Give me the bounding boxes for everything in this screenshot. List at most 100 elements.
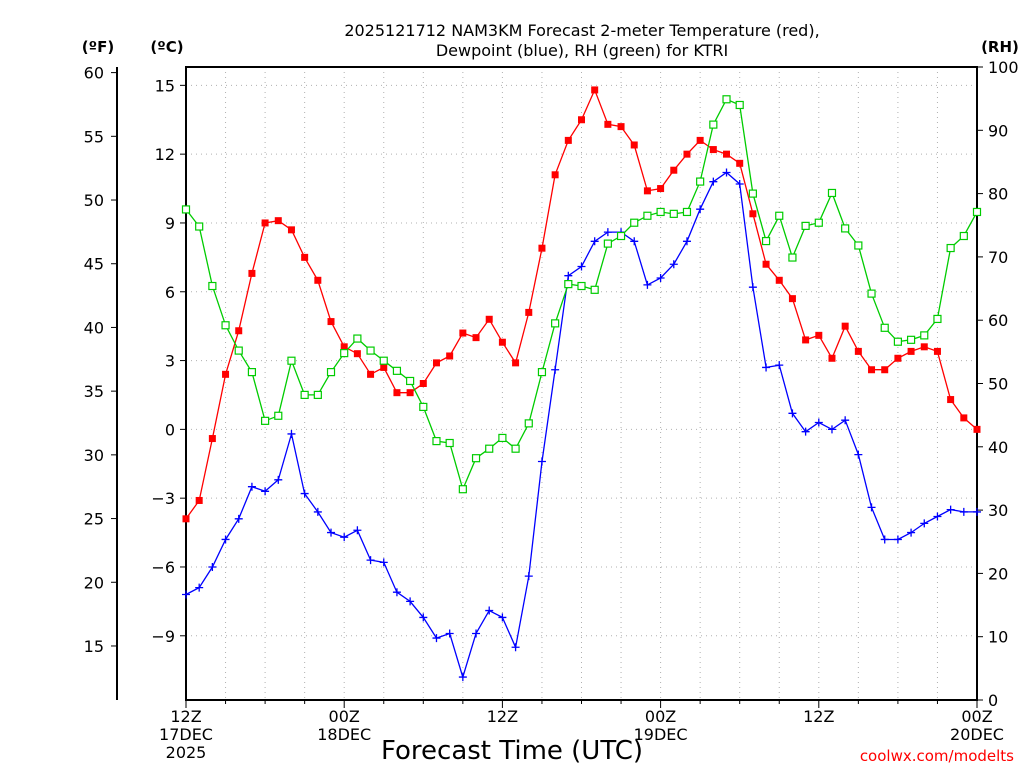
rh-series bbox=[181, 95, 982, 494]
fahrenheit-tick-label: 55 bbox=[84, 127, 104, 146]
dewpoint-point bbox=[696, 205, 705, 214]
2-meter-temperature-point bbox=[881, 366, 889, 374]
2-meter-temperature-point bbox=[907, 347, 915, 355]
dewpoint-point bbox=[630, 237, 639, 246]
2-meter-temperature-point bbox=[208, 435, 216, 443]
2-meter-temperature-point bbox=[709, 146, 717, 154]
2-meter-temperature-point bbox=[723, 150, 731, 158]
rh-point bbox=[854, 241, 863, 250]
2-meter-temperature-point bbox=[617, 123, 625, 131]
2-meter-temperature-point bbox=[683, 150, 691, 158]
dewpoint-point bbox=[340, 533, 349, 542]
dewpoint-point bbox=[827, 425, 836, 434]
dewpoint-point bbox=[590, 237, 599, 246]
rh-point bbox=[590, 285, 599, 294]
dewpoint-point bbox=[907, 528, 916, 537]
dewpoint-point bbox=[709, 177, 718, 186]
rh-point bbox=[287, 356, 296, 365]
2-meter-temperature-point bbox=[749, 210, 757, 218]
2-meter-temperature-point bbox=[841, 322, 849, 330]
celsius-tick-label: 6 bbox=[165, 283, 175, 302]
rh-point bbox=[709, 120, 718, 129]
2-meter-temperature-point bbox=[670, 166, 678, 174]
rh-point bbox=[379, 356, 388, 365]
dewpoint-point bbox=[748, 283, 757, 292]
dewpoint-point bbox=[274, 475, 283, 484]
2-meter-temperature-point bbox=[406, 389, 414, 397]
rh-tick-label: 80 bbox=[988, 185, 1008, 204]
rh-point bbox=[616, 231, 626, 241]
rh-tick-label: 90 bbox=[988, 121, 1008, 140]
rh-point bbox=[432, 437, 441, 446]
rh-point bbox=[748, 189, 757, 198]
dewpoint-point bbox=[208, 562, 217, 571]
2-meter-temperature-point bbox=[828, 354, 836, 362]
rh-point bbox=[906, 335, 916, 344]
data-series bbox=[181, 86, 982, 682]
2-meter-temperature-point bbox=[657, 185, 665, 193]
dewpoint-point bbox=[867, 503, 876, 512]
rh-point bbox=[603, 239, 612, 248]
2-meter-temperature-point bbox=[432, 359, 440, 367]
2-meter-temperature-point bbox=[459, 329, 467, 337]
dewpoint-point bbox=[682, 237, 691, 246]
2-meter-temperature-point bbox=[314, 276, 322, 284]
x-axis-title: Forecast Time (UTC) bbox=[381, 736, 643, 766]
rh-point bbox=[814, 218, 823, 227]
2-meter-temperature-point bbox=[182, 515, 190, 523]
2-meter-temperature-point bbox=[222, 370, 230, 378]
2-meter-temperature-series bbox=[182, 86, 981, 523]
dewpoint-point bbox=[182, 590, 190, 599]
chart-title-line-2: Dewpoint (blue), RH (green) for KTRI bbox=[436, 41, 728, 60]
rh-point bbox=[551, 319, 560, 328]
dewpoint-point bbox=[221, 535, 230, 544]
2-meter-temperature-point bbox=[736, 159, 744, 167]
2-meter-temperature-point bbox=[643, 187, 651, 195]
2-meter-temperature-point bbox=[775, 276, 783, 284]
time-tick-label: 12Z bbox=[487, 707, 518, 726]
rh-tick-label: 50 bbox=[988, 375, 1008, 394]
dewpoint-point bbox=[485, 606, 494, 615]
time-tick-label: 00Z 20DEC bbox=[950, 707, 1004, 744]
plot-frame bbox=[185, 66, 978, 701]
dewpoint-point bbox=[419, 613, 428, 622]
rh-point bbox=[208, 281, 217, 291]
dewpoint-point bbox=[524, 572, 533, 581]
gridlines bbox=[186, 67, 977, 700]
2-meter-temperature-point bbox=[868, 366, 876, 374]
time-tick-label: 12Z bbox=[803, 707, 834, 726]
time-axis: 12Z 17DEC 2025 00Z 18DEC 12Z 00Z 19DEC 12Z 00Z 20D… bbox=[159, 700, 1004, 762]
dewpoint-point bbox=[472, 629, 481, 638]
rh-point bbox=[511, 444, 520, 453]
dewpoint-point bbox=[287, 429, 296, 438]
time-tick-label: 00Z 18DEC bbox=[317, 707, 371, 744]
dewpoint-point bbox=[959, 507, 968, 516]
rh-point bbox=[181, 205, 191, 214]
dewpoint-point bbox=[327, 528, 336, 537]
dewpoint-point bbox=[841, 416, 850, 425]
celsius-tick-label: 3 bbox=[165, 352, 175, 371]
chart-title-line-1: 2025121712 NAM3KM Forecast 2-meter Tempe… bbox=[344, 21, 819, 40]
rh-tick-label: 0 bbox=[988, 691, 998, 710]
dewpoint-point bbox=[946, 505, 955, 514]
dewpoint-point bbox=[880, 535, 889, 544]
rh-point bbox=[274, 411, 283, 420]
2-meter-temperature-point bbox=[696, 136, 704, 144]
fahrenheit-tick-label: 50 bbox=[84, 191, 104, 210]
rh-point bbox=[564, 280, 573, 289]
dewpoint-point bbox=[643, 280, 652, 289]
credit-text: coolwx.com/modelts bbox=[860, 747, 1014, 765]
celsius-tick-label: 15 bbox=[155, 76, 175, 95]
2-meter-temperature-point bbox=[380, 363, 388, 371]
rh-point bbox=[300, 390, 309, 399]
rh-point bbox=[458, 485, 467, 494]
2-meter-temperature-point bbox=[485, 315, 493, 323]
rh-point bbox=[656, 207, 665, 217]
dewpoint-point bbox=[458, 673, 467, 682]
2-meter-temperature-point bbox=[591, 86, 599, 94]
celsius-tick-label: 9 bbox=[165, 214, 175, 233]
rh-point bbox=[471, 454, 481, 463]
dewpoint-point bbox=[537, 457, 546, 466]
2-meter-temperature-point bbox=[446, 352, 454, 360]
fahrenheit-tick-label: 15 bbox=[84, 637, 104, 656]
